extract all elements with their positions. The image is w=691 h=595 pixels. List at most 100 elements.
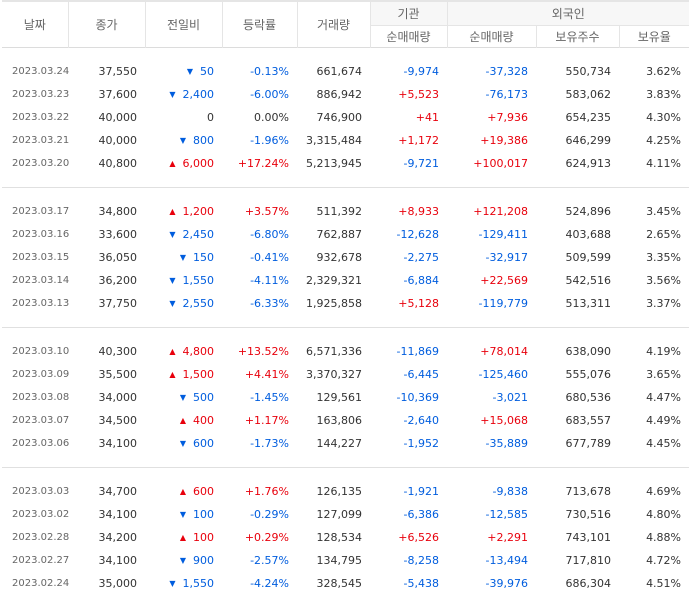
cell-volume: 128,534 (297, 526, 370, 549)
header-rate: 등락률 (222, 1, 297, 48)
cell-rate: -6.00% (222, 83, 297, 106)
cell-change: ▲400 (145, 409, 222, 432)
cell-close: 34,800 (68, 200, 145, 223)
triangle-down-icon: ▼ (169, 579, 175, 588)
cell-change: ▲6,000 (145, 152, 222, 175)
cell-foreign-net: -13,494 (447, 549, 536, 572)
cell-foreign-holdings: 743,101 (536, 526, 619, 549)
cell-close: 34,700 (68, 480, 145, 503)
cell-change-value: 6,000 (183, 157, 215, 170)
cell-foreign-net: +100,017 (447, 152, 536, 175)
cell-change: ▲4,800 (145, 340, 222, 363)
cell-inst-net: -6,445 (370, 363, 447, 386)
header-volume: 거래량 (297, 1, 370, 48)
cell-foreign-ratio: 2.65% (619, 223, 689, 246)
cell-date: 2023.03.24 (2, 60, 68, 83)
cell-rate: 0.00% (222, 106, 297, 129)
cell-foreign-holdings: 509,599 (536, 246, 619, 269)
cell-change-value: 150 (193, 251, 214, 264)
cell-foreign-holdings: 513,311 (536, 292, 619, 315)
cell-change: ▼1,550 (145, 572, 222, 595)
cell-foreign-net: +19,386 (447, 129, 536, 152)
cell-volume: 129,561 (297, 386, 370, 409)
cell-change: ▲ 100 (145, 526, 222, 549)
cell-date: 2023.03.02 (2, 503, 68, 526)
cell-volume: 134,795 (297, 549, 370, 572)
cell-foreign-ratio: 4.47% (619, 386, 689, 409)
cell-volume: 886,942 (297, 83, 370, 106)
cell-foreign-net: -37,328 (447, 60, 536, 83)
cell-volume: 1,925,858 (297, 292, 370, 315)
cell-change-value: 50 (200, 65, 214, 78)
cell-close: 35,500 (68, 363, 145, 386)
cell-foreign-net: -35,889 (447, 432, 536, 455)
cell-change: ▼1,550 (145, 269, 222, 292)
cell-change: ▼600 (145, 432, 222, 455)
cell-date: 2023.03.07 (2, 409, 68, 432)
cell-foreign-net: +15,068 (447, 409, 536, 432)
cell-foreign-ratio: 4.72% (619, 549, 689, 572)
header-date: 날짜 (2, 1, 68, 48)
cell-volume: 328,545 (297, 572, 370, 595)
cell-foreign-holdings: 583,062 (536, 83, 619, 106)
cell-change-value: 2,550 (183, 297, 215, 310)
cell-change-value: 100 (193, 531, 214, 544)
cell-foreign-net: -129,411 (447, 223, 536, 246)
cell-close: 40,800 (68, 152, 145, 175)
cell-change-value: 4,800 (183, 345, 215, 358)
triangle-down-icon: ▼ (180, 510, 186, 519)
cell-volume: 3,315,484 (297, 129, 370, 152)
triangle-down-icon: ▼ (180, 136, 186, 145)
cell-change: ▼2,550 (145, 292, 222, 315)
cell-inst-net: -1,921 (370, 480, 447, 503)
cell-foreign-ratio: 4.25% (619, 129, 689, 152)
cell-rate: -1.73% (222, 432, 297, 455)
cell-date: 2023.03.10 (2, 340, 68, 363)
triangle-up-icon: ▲ (180, 487, 186, 496)
cell-volume: 746,900 (297, 106, 370, 129)
cell-date: 2023.02.27 (2, 549, 68, 572)
cell-rate: +3.57% (222, 200, 297, 223)
cell-change-value: 600 (193, 437, 214, 450)
triangle-up-icon: ▲ (180, 533, 186, 542)
cell-foreign-net: +121,208 (447, 200, 536, 223)
cell-foreign-net: -9,838 (447, 480, 536, 503)
cell-change: 0 (145, 106, 222, 129)
triangle-down-icon: ▼ (187, 67, 193, 76)
cell-change-value: 100 (193, 508, 214, 521)
triangle-down-icon: ▼ (180, 393, 186, 402)
cell-inst-net: -11,869 (370, 340, 447, 363)
cell-rate: +4.41% (222, 363, 297, 386)
cell-date: 2023.03.14 (2, 269, 68, 292)
cell-inst-net: -9,721 (370, 152, 447, 175)
cell-foreign-ratio: 4.88% (619, 526, 689, 549)
cell-rate: -6.33% (222, 292, 297, 315)
cell-inst-net: +6,526 (370, 526, 447, 549)
cell-date: 2023.03.21 (2, 129, 68, 152)
cell-date: 2023.03.09 (2, 363, 68, 386)
cell-inst-net: -2,640 (370, 409, 447, 432)
cell-change-value: 2,450 (183, 228, 215, 241)
cell-rate: +0.29% (222, 526, 297, 549)
cell-foreign-holdings: 638,090 (536, 340, 619, 363)
triangle-down-icon: ▼ (169, 276, 175, 285)
cell-change: ▲600 (145, 480, 222, 503)
cell-volume: 932,678 (297, 246, 370, 269)
cell-volume: 127,099 (297, 503, 370, 526)
cell-change-value: 0 (207, 111, 214, 124)
cell-foreign-net: -32,917 (447, 246, 536, 269)
cell-close: 36,050 (68, 246, 145, 269)
cell-date: 2023.03.15 (2, 246, 68, 269)
cell-close: 34,100 (68, 432, 145, 455)
cell-foreign-holdings: 713,678 (536, 480, 619, 503)
cell-close: 34,100 (68, 549, 145, 572)
cell-foreign-ratio: 4.80% (619, 503, 689, 526)
header-inst-net: 순매매량 (370, 26, 447, 48)
